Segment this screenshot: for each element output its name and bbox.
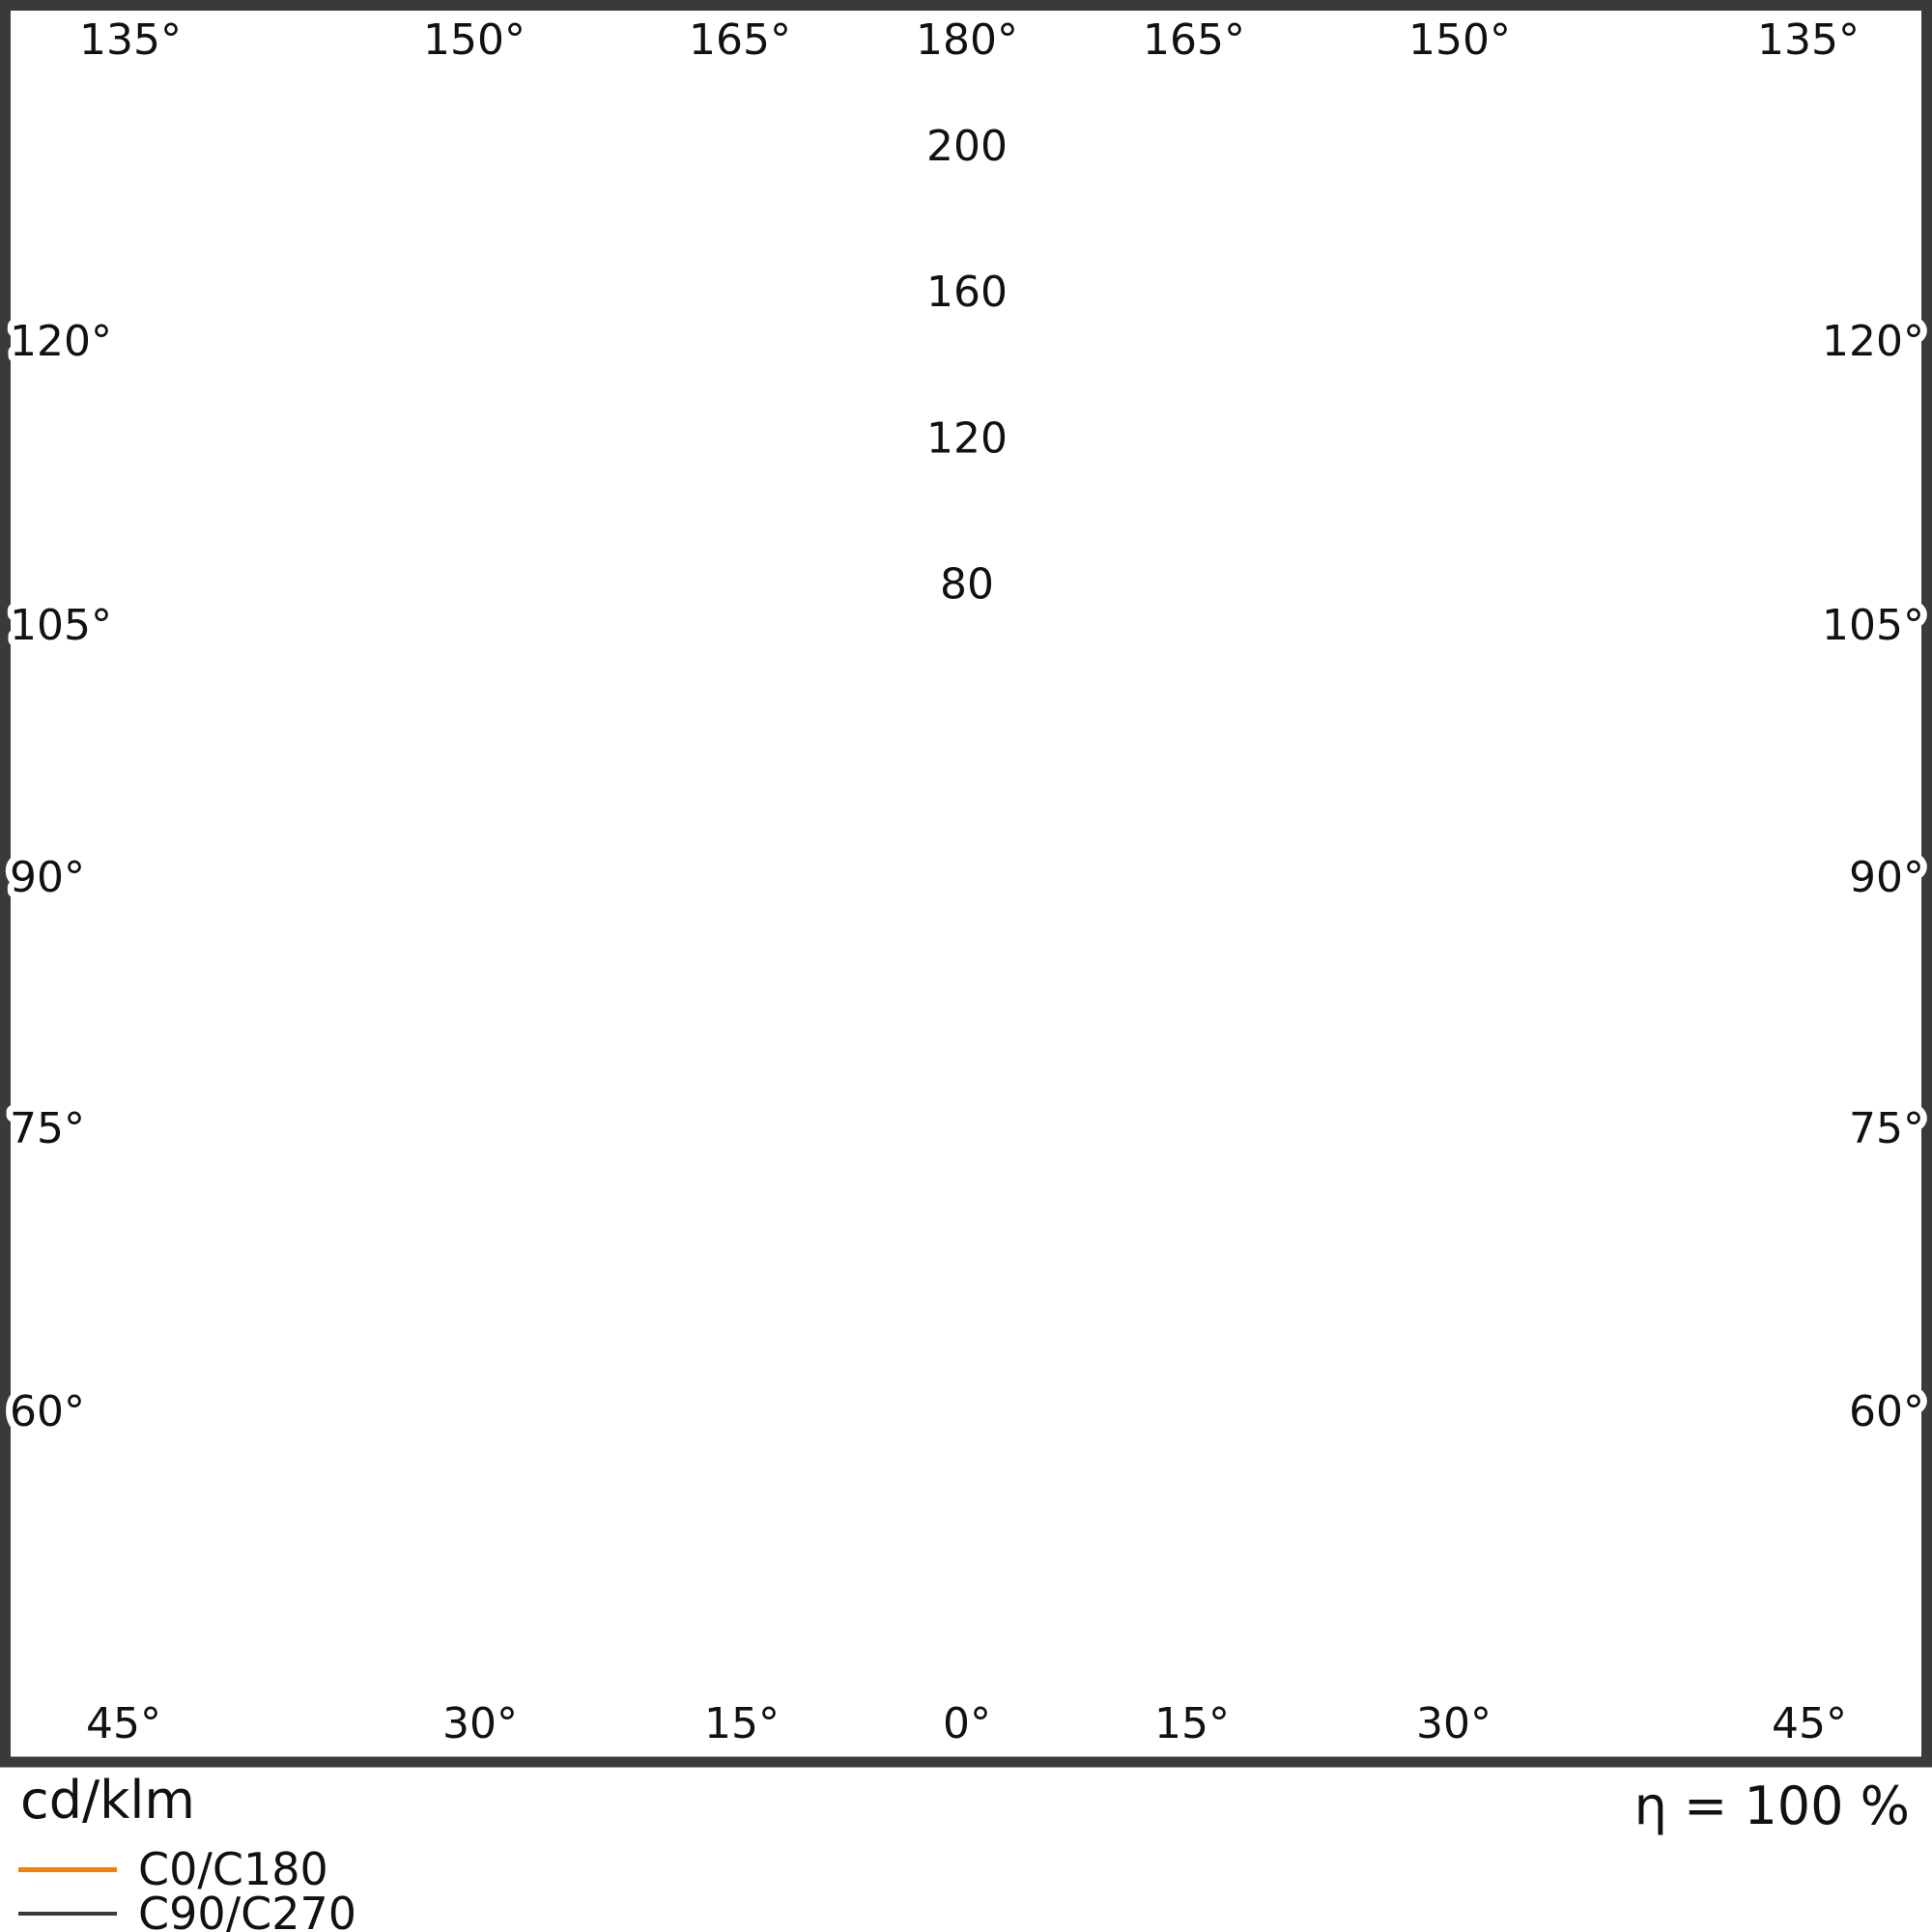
grid-radial-line — [0, 879, 967, 1555]
grid-circle — [91, 3, 1843, 1755]
angle-label-bottom: 15° — [1154, 1699, 1230, 1748]
legend-item-c0-c180: C0/C180 — [18, 1847, 356, 1891]
grid-radial-line — [967, 0, 1643, 879]
angle-label-right: 90° — [1849, 853, 1924, 902]
grid-radial-line — [967, 879, 1317, 1932]
grid-radial-line — [11, 0, 967, 879]
angle-label-bottom: 30° — [1416, 1699, 1492, 1748]
angle-label-left: 120° — [10, 317, 112, 366]
angle-label-left: 60° — [10, 1387, 85, 1436]
angle-label-bottom: 45° — [86, 1699, 161, 1748]
curve-c0-c180 — [657, 828, 1276, 1554]
grid-radial-line — [0, 879, 967, 1229]
grid-circle — [237, 149, 1697, 1609]
angle-label-top: 135° — [79, 15, 182, 65]
angle-label-bottom: 45° — [1772, 1699, 1847, 1748]
efficiency-label: η = 100 % — [1634, 1776, 1910, 1836]
grid-radial-line — [967, 879, 1932, 1555]
angle-label-right: 120° — [1822, 317, 1924, 366]
angle-label-left: 75° — [10, 1104, 85, 1153]
legend-label-c90-c270: C90/C270 — [138, 1888, 357, 1932]
legend-label-c0-c180: C0/C180 — [138, 1843, 328, 1895]
grid-radial-line — [617, 0, 967, 879]
curve-c90-c270 — [500, 731, 1434, 1566]
legend-line-c0-c180-icon — [18, 1866, 117, 1872]
radial-tick-label: 200 — [926, 122, 1008, 171]
angle-label-top: 165° — [689, 15, 791, 65]
angle-label-right: 60° — [1849, 1387, 1924, 1436]
angle-label-top: 150° — [423, 15, 526, 65]
radial-tick-label: 120 — [926, 413, 1008, 463]
grid-radial-line — [11, 879, 967, 1835]
grid-radial-line — [967, 203, 1932, 879]
angle-label-bottom: 0° — [943, 1699, 991, 1748]
plot-frame — [0, 0, 1932, 1768]
angle-label-left: 90° — [10, 853, 85, 902]
units-label: cd/klm — [20, 1770, 196, 1831]
grid-circle — [675, 587, 1260, 1172]
radial-tick-label: 160 — [926, 268, 1008, 317]
grid-radial-line — [291, 879, 967, 1932]
angle-label-left: 105° — [10, 601, 112, 650]
legend-item-c90-c270: C90/C270 — [18, 1891, 356, 1932]
grid-radial-line — [0, 529, 967, 879]
grid-radial-line — [967, 0, 1317, 879]
angle-label-top: 150° — [1408, 15, 1511, 65]
grid-radial-line — [967, 879, 1932, 1229]
angle-label-top: 135° — [1757, 15, 1860, 65]
grid-circle — [383, 295, 1551, 1463]
grid-radial-line — [967, 879, 1643, 1932]
angle-label-right: 75° — [1849, 1104, 1924, 1153]
grid-circle — [821, 733, 1113, 1025]
legend: C0/C180 C90/C270 — [18, 1847, 356, 1932]
grid-radial-line — [291, 0, 967, 879]
grid-radial-line — [967, 529, 1932, 879]
angle-label-right: 105° — [1822, 601, 1924, 650]
grid-radial-line — [967, 879, 1923, 1835]
angle-label-top: 165° — [1143, 15, 1245, 65]
grid-radial-line — [967, 0, 1923, 879]
angle-label-bottom: 15° — [704, 1699, 780, 1748]
legend-line-c90-c270-icon — [18, 1912, 117, 1916]
angle-label-top: 180° — [916, 15, 1018, 65]
grid-radial-line — [0, 203, 967, 879]
radial-tick-label: 80 — [940, 560, 994, 610]
angle-label-bottom: 30° — [442, 1699, 518, 1748]
grid-radial-line — [617, 879, 967, 1932]
